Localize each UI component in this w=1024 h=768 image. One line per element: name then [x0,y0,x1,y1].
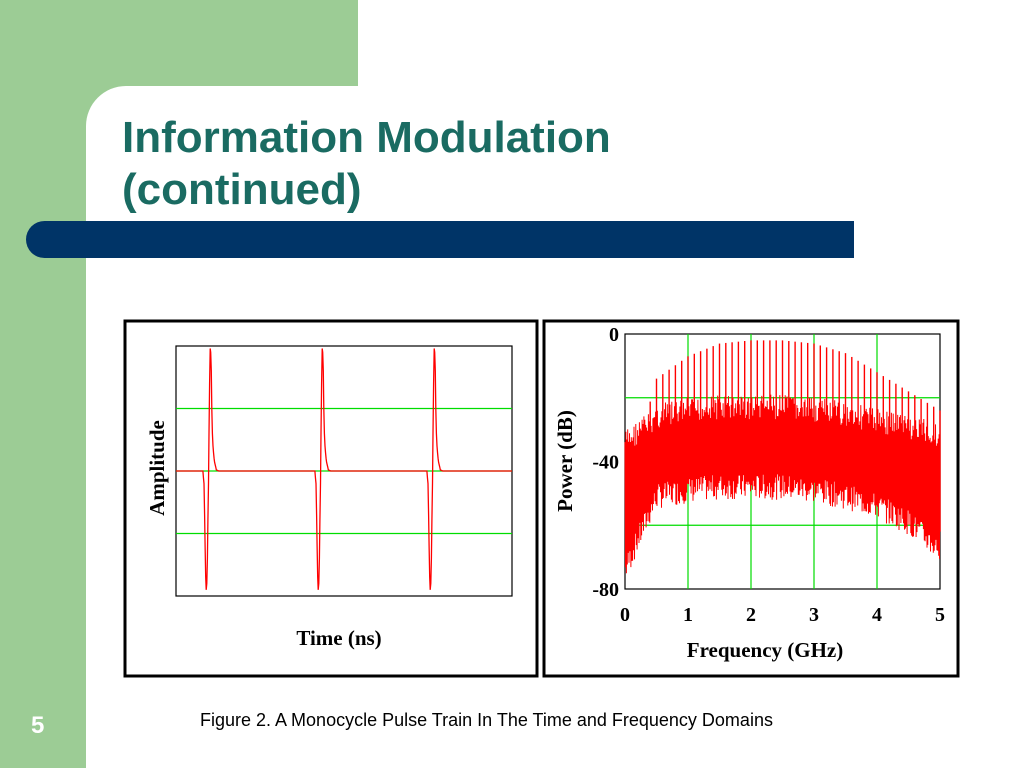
freq-x-tick-label: 2 [746,604,756,626]
frequency-domain-spectrum [624,394,941,574]
freq-x-tick-label: 1 [683,604,693,626]
page-number: 5 [31,712,45,739]
freq-x-tick-label: 0 [620,604,630,626]
frequency-domain-ticks: 0 1 2 3 4 5 0 -40 -80 [592,324,945,626]
slide-title-line-2: (continued) [122,165,362,214]
figure-caption: Figure 2. A Monocycle Pulse Train In The… [200,710,773,730]
freq-x-tick-label: 3 [809,604,819,626]
slide-background-top [358,0,1024,100]
freq-x-tick-label: 4 [872,604,882,626]
frequency-domain-xlabel: Frequency (GHz) [687,638,844,662]
freq-x-tick-label: 5 [935,604,945,626]
time-domain-xlabel: Time (ns) [296,626,381,650]
frequency-domain-ylabel: Power (dB) [553,410,577,512]
time-domain-ylabel: Amplitude [145,420,169,516]
time-domain-signal [176,348,512,590]
slide-title: Information Modulation (continued) [122,112,611,216]
title-underline-bar [26,221,854,258]
freq-y-tick-label: 0 [609,324,619,346]
slide-title-line-1: Information Modulation [122,113,611,162]
freq-y-tick-label: -80 [592,579,619,601]
freq-y-tick-label: -40 [592,452,619,474]
